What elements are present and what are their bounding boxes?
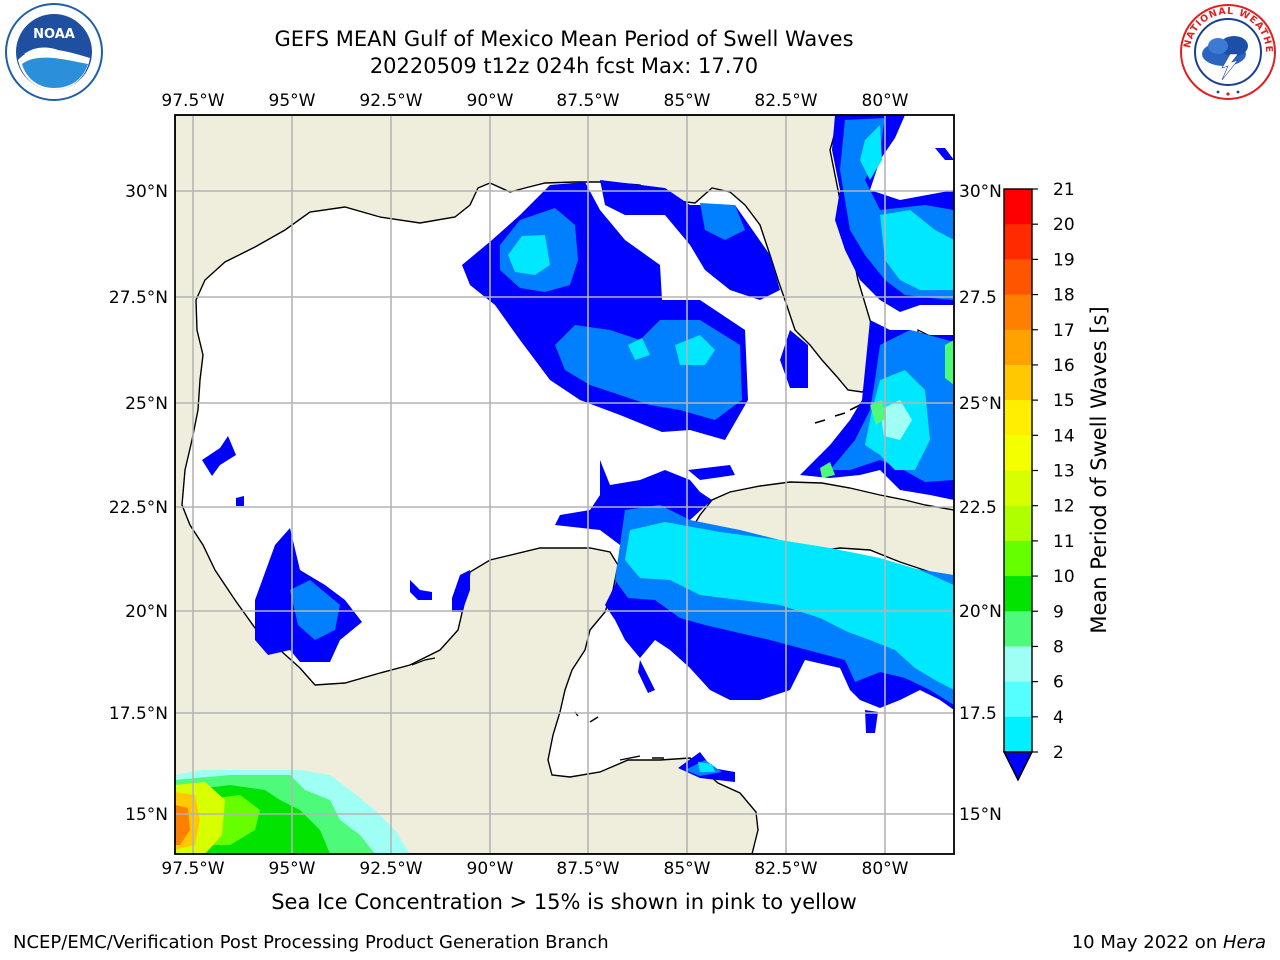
florida-keys bbox=[814, 404, 861, 424]
swell-6-8s bbox=[508, 125, 954, 772]
lat-label-left: 15°N bbox=[125, 805, 168, 825]
colorbar-segment bbox=[1004, 294, 1032, 331]
colorbar-segment bbox=[1004, 259, 1032, 296]
colorbar-segment bbox=[1004, 435, 1032, 471]
colorbar-tick-label: 6 bbox=[1053, 673, 1064, 693]
lat-label-right: 27.5 bbox=[959, 288, 997, 308]
lon-label-top: 87.5°W bbox=[556, 91, 619, 111]
chart-subtitle: 20220509 t12z 024h fcst Max: 17.70 bbox=[369, 54, 759, 78]
colorbar-tick-label: 21 bbox=[1053, 180, 1075, 200]
map-frame bbox=[174, 114, 955, 855]
lat-label-left: 25°N bbox=[125, 394, 168, 414]
lon-label-top: 80°W bbox=[862, 91, 909, 111]
colorbar-segment bbox=[1004, 505, 1032, 542]
chart-title: GEFS MEAN Gulf of Mexico Mean Period of … bbox=[274, 27, 854, 51]
lon-label-top: 97.5°W bbox=[161, 91, 224, 111]
nws-logo: NATIONAL WEATHER SERVICE bbox=[1178, 2, 1276, 100]
lon-label-bottom: 95°W bbox=[269, 859, 316, 879]
colorbar-tick-label: 17 bbox=[1053, 321, 1075, 341]
lon-label-bottom: 92.5°W bbox=[359, 859, 422, 879]
footer-date-text: 10 May 2022 on bbox=[1071, 932, 1223, 953]
colorbar-ticks: 21 20 19 18 17 16 15 14 13 12 11 10 9 8 6 4 2 bbox=[1032, 180, 1075, 763]
lon-label-bottom: 97.5°W bbox=[161, 859, 224, 879]
noaa-logo: NOAA bbox=[5, 3, 103, 101]
colorbar-segment bbox=[1004, 540, 1032, 577]
colorbar-segment bbox=[1004, 576, 1032, 612]
lat-label-right: 20°N bbox=[959, 602, 1002, 622]
lon-label-bottom: 80°W bbox=[862, 859, 909, 879]
colorbar-tick-label: 14 bbox=[1053, 426, 1075, 446]
footer-host: Hera bbox=[1222, 932, 1266, 953]
svg-text:NOAA: NOAA bbox=[33, 27, 75, 42]
lon-label-bottom: 90°W bbox=[467, 859, 514, 879]
lat-label-right: 15°N bbox=[959, 805, 1002, 825]
colorbar-tick-label: 16 bbox=[1053, 356, 1075, 376]
colorbar-tick-label: 20 bbox=[1053, 215, 1075, 235]
colorbar-segment bbox=[1004, 470, 1032, 507]
lat-label-right: 30°N bbox=[959, 182, 1002, 202]
footer-date: 10 May 2022 on Hera bbox=[1072, 932, 1266, 953]
colorbar-segment bbox=[1004, 716, 1032, 753]
lat-label-right: 22.5 bbox=[959, 498, 997, 518]
lat-label-left: 27.5°N bbox=[109, 288, 168, 308]
colorbar-tick-label: 8 bbox=[1053, 637, 1064, 657]
colorbar-segment bbox=[1004, 681, 1032, 718]
sea-ice-note: Sea Ice Concentration > 15% is shown in … bbox=[271, 890, 857, 914]
colorbar-tick-label: 15 bbox=[1053, 391, 1075, 411]
bay-islands bbox=[574, 711, 664, 761]
colorbar-tick-label: 10 bbox=[1053, 567, 1075, 587]
lon-label-top: 85°W bbox=[664, 91, 711, 111]
swell-17-18s bbox=[175, 805, 190, 845]
lon-label-top: 82.5°W bbox=[754, 91, 817, 111]
lat-label-left: 22.5°N bbox=[109, 498, 168, 518]
colorbar-tick-label: 2 bbox=[1053, 743, 1064, 763]
colorbar-extend-arrow bbox=[1002, 751, 1034, 782]
colorbar-tick-label: 19 bbox=[1053, 250, 1075, 270]
colorbar-segment bbox=[1004, 400, 1032, 436]
lat-label-left: 30°N bbox=[125, 182, 168, 202]
lat-label-left: 17.5°N bbox=[109, 704, 168, 724]
colorbar-segment bbox=[1004, 364, 1032, 401]
colorbar-segments bbox=[1004, 189, 1032, 753]
colorbar-tick-label: 12 bbox=[1053, 497, 1075, 517]
colorbar-tick-label: 4 bbox=[1053, 708, 1064, 728]
lon-label-top: 92.5°W bbox=[359, 91, 422, 111]
colorbar-segment bbox=[1004, 189, 1032, 225]
map-gridlines bbox=[175, 115, 954, 854]
lon-label-bottom: 85°W bbox=[664, 859, 711, 879]
lat-label-left: 20°N bbox=[125, 602, 168, 622]
lon-label-bottom: 82.5°W bbox=[754, 859, 817, 879]
colorbar-segment bbox=[1004, 224, 1032, 260]
lon-label-bottom: 87.5°W bbox=[556, 859, 619, 879]
colorbar-tick-label: 13 bbox=[1053, 462, 1075, 482]
colorbar-segment bbox=[1004, 329, 1032, 366]
colorbar: 21 20 19 18 17 16 15 14 13 12 11 10 9 8 6 4 2 Mean Perio… bbox=[1002, 180, 1111, 782]
colorbar-tick-label: 11 bbox=[1053, 532, 1075, 552]
colorbar-label: Mean Period of Swell Waves [s] bbox=[1087, 306, 1111, 633]
footer-credit: NCEP/EMC/Verification Post Processing Pr… bbox=[13, 932, 609, 953]
colorbar-tick-label: 18 bbox=[1053, 286, 1075, 306]
colorbar-tick-label: 9 bbox=[1053, 602, 1064, 622]
lon-label-top: 90°W bbox=[467, 91, 514, 111]
colorbar-segment bbox=[1004, 611, 1032, 647]
colorbar-segment bbox=[1004, 646, 1032, 683]
lat-label-right: 25°N bbox=[959, 394, 1002, 414]
lon-label-top: 95°W bbox=[269, 91, 316, 111]
lat-label-right: 17.5 bbox=[959, 704, 997, 724]
